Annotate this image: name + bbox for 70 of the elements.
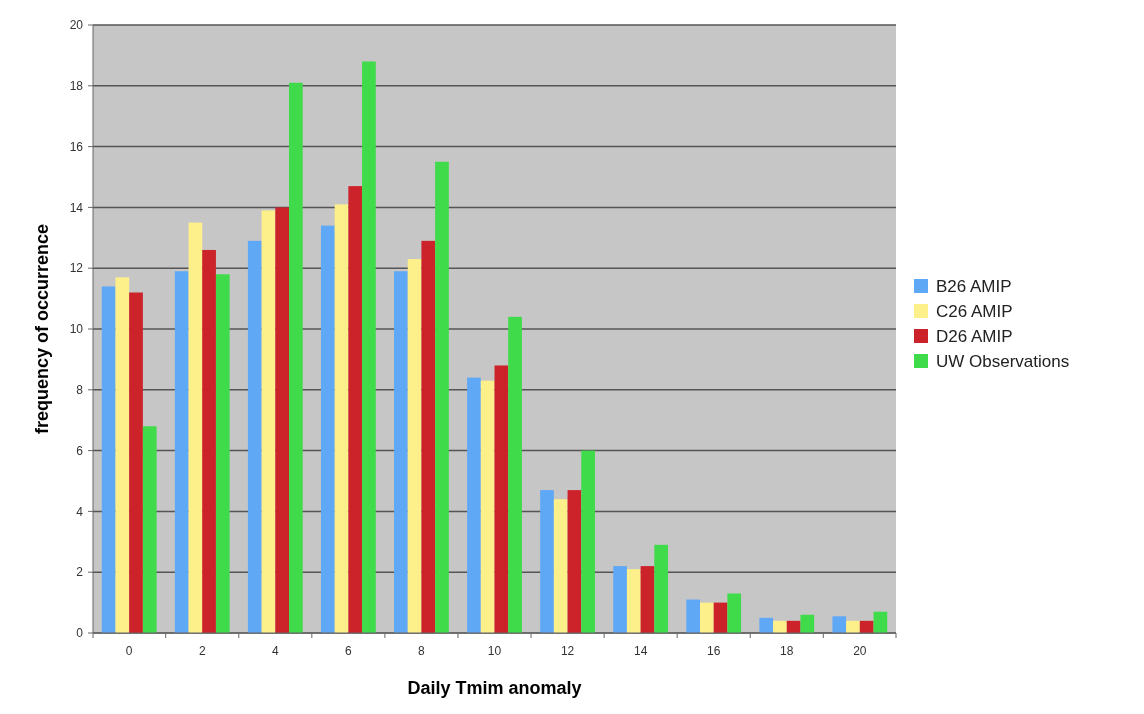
y-tick-label: 6 [76,443,84,458]
bar [553,499,568,633]
y-tick-label: 20 [69,18,84,33]
y-tick-label: 2 [76,565,84,580]
bar [215,274,230,633]
x-tick-label: 14 [633,644,648,658]
x-tick-label: 0 [125,644,133,658]
bar [581,450,595,633]
x-tick-label: 12 [560,644,575,658]
y-tick-label: 10 [69,322,84,337]
bar [289,82,303,633]
y-tick-label: 18 [69,79,84,93]
bar [334,204,349,633]
bar [129,292,143,633]
y-axis-title: frequency of occurrence [32,223,52,435]
bar [480,380,495,633]
x-tick-label: 16 [707,644,721,658]
bar [275,207,289,633]
bar [467,377,481,633]
bar [686,599,700,633]
legend-label: UW Observations [936,351,1070,371]
x-tick-label: 4 [271,644,279,658]
bar [800,614,815,633]
legend-label: B26 AMIP [936,276,1012,296]
bar [320,225,335,633]
bar [567,490,582,633]
bar [773,620,787,633]
x-tick-label: 2 [198,644,206,658]
y-tick-label: 14 [69,200,84,215]
bar [654,544,669,633]
bar [202,249,216,633]
bar [832,616,847,633]
y-tick-label: 12 [69,261,84,276]
legend-label: D26 AMIP [936,326,1013,346]
bar [174,271,189,633]
bar [394,271,408,633]
y-tick-label: 16 [69,139,84,154]
bar [142,426,157,633]
bar [626,569,641,633]
bar [859,620,874,633]
bar [713,602,728,633]
bar [348,186,363,633]
bar [846,620,860,633]
y-tick-label: 4 [76,504,84,519]
bar [613,566,627,633]
x-tick-label: 20 [853,644,867,658]
bar [494,365,509,633]
bar [362,61,376,633]
x-tick-label: 18 [780,644,794,658]
bar [759,617,774,633]
y-tick-label: 0 [76,626,84,641]
bar [101,286,116,633]
bar [727,593,742,633]
bar [261,210,276,633]
bar [540,490,554,633]
x-tick-label: 10 [487,644,502,658]
bar [407,259,422,633]
x-tick-label: 6 [345,644,353,658]
x-tick-label: 8 [418,644,426,658]
bar [640,566,655,633]
y-tick-label: 8 [76,383,84,397]
x-axis-title: Daily Tmim anomaly [407,678,582,698]
bar [421,240,436,633]
bar [247,240,262,633]
bar [188,222,203,633]
bar [700,602,714,633]
bar [115,277,130,633]
legend-label: C26 AMIP [936,301,1013,321]
bar [508,316,522,633]
bar [435,161,449,633]
